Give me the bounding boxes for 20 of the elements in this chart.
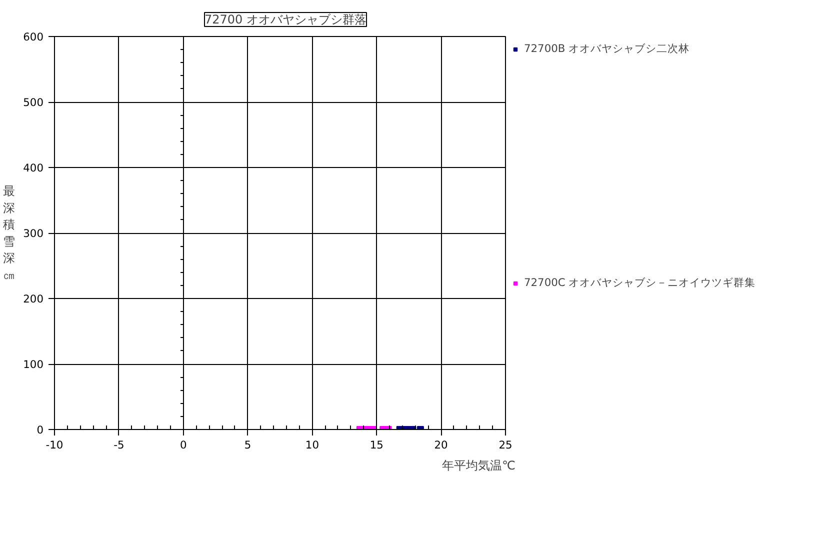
x-tick-label: -10 (46, 438, 64, 452)
y-tick-label: 0 (36, 424, 44, 436)
x-tick-label: -5 (114, 438, 124, 452)
y-tick-label: 100 (23, 358, 44, 371)
x-tick-label: 0 (180, 438, 187, 452)
x-tick-label: 5 (244, 438, 252, 452)
legend-label: 72700C オオバヤシャブシ－ニオイウツギ群集 (524, 276, 756, 290)
y-axis-title: 最深積雪深㎝ (3, 184, 16, 282)
x-tick-label: 20 (434, 438, 448, 452)
y-tick-label: 400 (23, 162, 44, 174)
y-tick-label: 500 (23, 96, 44, 109)
x-tick-label: 10 (305, 438, 320, 452)
legend-label: 72700B オオバヤシャブシ二次林 (524, 42, 690, 56)
y-tick-label: 600 (23, 30, 44, 44)
y-tick-label: 300 (23, 227, 44, 240)
x-tick-label: 15 (370, 438, 384, 452)
y-tick-label: 200 (23, 292, 44, 306)
x-axis-title: 年平均気温℃ (442, 458, 516, 472)
x-tick-label: 25 (498, 438, 512, 452)
chart-title: 72700 オオバヤシャブシ群落 (204, 12, 366, 26)
